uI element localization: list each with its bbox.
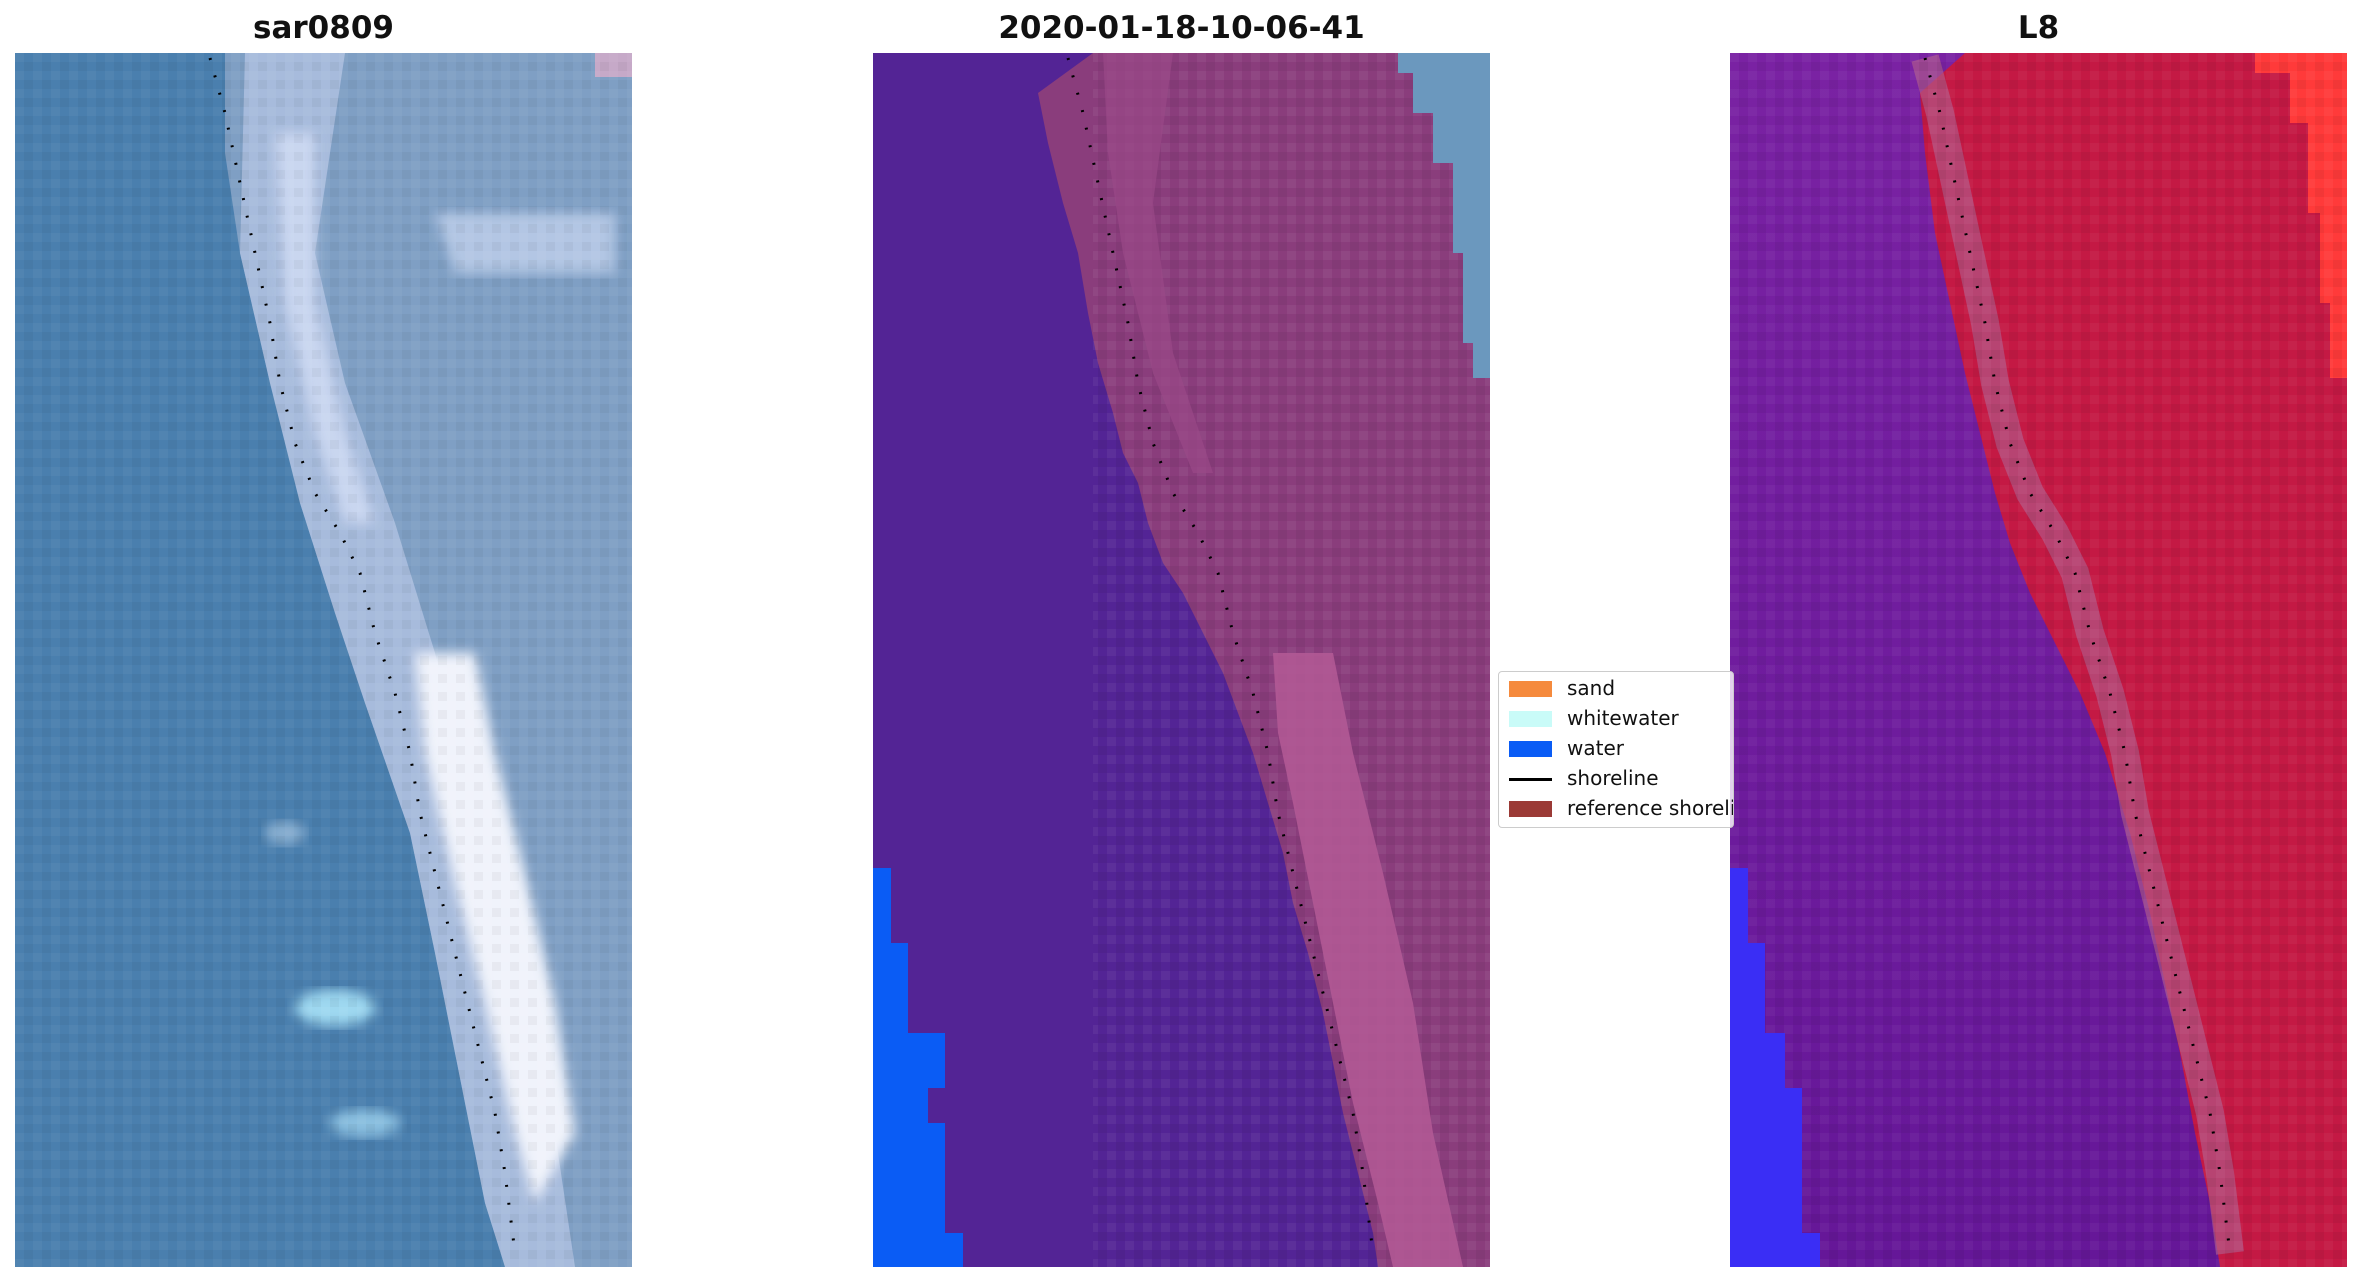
l8-image (1730, 53, 2347, 1267)
legend-label: shoreline (1567, 766, 1659, 790)
panel-title-classified: 2020-01-18-10-06-41 (998, 10, 1365, 46)
panel-title-l8: L8 (2017, 10, 2060, 46)
classified-image-panel (873, 53, 1490, 1267)
rgb-image-panel (15, 53, 632, 1267)
legend-label: whitewater (1567, 706, 1679, 730)
whitewater-swatch (1509, 711, 1552, 727)
legend-label: water (1567, 736, 1624, 760)
water-swatch (1509, 741, 1552, 757)
shoreline-line-icon (1509, 778, 1552, 781)
panel-title-rgb: sar0809 (253, 10, 394, 46)
legend-label: sand (1567, 676, 1616, 700)
reference-shoreline-swatch (1509, 801, 1552, 817)
l8-image-panel (1730, 53, 2347, 1267)
sand-swatch (1509, 681, 1552, 697)
rgb-image (15, 53, 632, 1267)
legend-label: reference shoreline (1567, 796, 1733, 820)
legend: sand whitewater water shoreline referenc… (1498, 671, 1734, 828)
classified-image (873, 53, 1490, 1267)
